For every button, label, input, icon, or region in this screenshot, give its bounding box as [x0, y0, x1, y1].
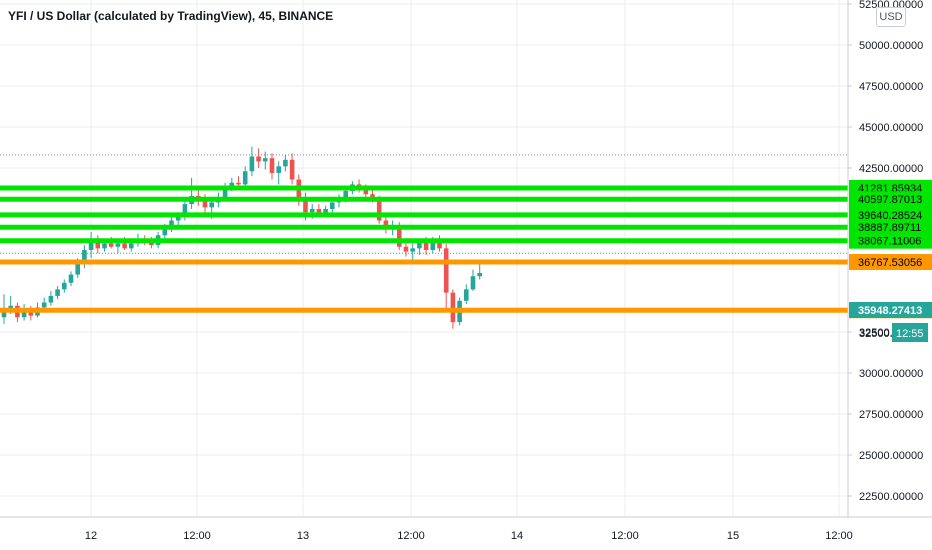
y-tick-label: 30000.00000	[859, 368, 923, 380]
countdown-price-label: 32500.	[859, 328, 893, 340]
candle-body	[343, 190, 348, 198]
candle-body	[323, 209, 328, 214]
candle-body	[229, 182, 235, 187]
level-label: 38887.89711	[858, 222, 921, 234]
level-label-bg-green	[849, 219, 932, 236]
y-tick-label: 27500.00000	[859, 409, 923, 421]
countdown-bg	[892, 323, 928, 342]
candle-body	[88, 240, 94, 250]
candle-body	[68, 274, 74, 283]
y-tick-label: 50000.00000	[859, 40, 923, 52]
x-tick-label: 15	[727, 530, 739, 542]
candle-body	[122, 243, 127, 249]
candle-body	[209, 202, 214, 208]
y-tick-label: 47500.00000	[859, 81, 923, 93]
candle-body	[8, 305, 13, 310]
candle-body	[249, 156, 255, 172]
candle-body	[256, 156, 261, 162]
candle-body	[55, 289, 60, 296]
candle-body	[269, 158, 275, 173]
last-price-label-bg	[849, 302, 932, 318]
candle-body	[149, 241, 154, 246]
x-tick-label: 12:00	[397, 530, 425, 542]
candle-body	[182, 204, 188, 216]
candle-body	[450, 292, 456, 323]
candle-body	[75, 261, 80, 275]
candle-body	[283, 159, 288, 167]
candle-body	[316, 209, 322, 214]
last-price-label: 35948.27413	[858, 305, 922, 317]
y-tick-label: 42500.00000	[859, 163, 923, 175]
y-tick-label: 22500.00000	[859, 491, 923, 503]
level-label-bg-green	[849, 191, 932, 208]
candle-body	[363, 189, 369, 195]
chart-title: YFI / US Dollar (calculated by TradingVi…	[8, 9, 334, 23]
candle-body	[403, 246, 409, 252]
candle-body	[236, 182, 241, 185]
x-tick-label: 12	[85, 530, 97, 542]
candle-body	[289, 159, 295, 180]
level-label: 39640.28524	[858, 210, 922, 222]
candle-body	[464, 289, 469, 301]
candle-body	[417, 241, 422, 249]
x-tick-label: 14	[511, 530, 523, 542]
countdown-label: 12:55	[896, 328, 924, 340]
candle-body	[303, 200, 308, 213]
candle-body	[108, 243, 114, 247]
candle-body	[222, 186, 228, 198]
candle-body	[263, 158, 268, 162]
candle-body	[115, 243, 121, 247]
level-label-bg-green	[849, 206, 932, 223]
candle-body	[437, 240, 442, 249]
candle-body	[21, 309, 27, 318]
candle-body	[430, 240, 436, 250]
y-tick-label: 52500.00000	[859, 0, 923, 11]
candle-body	[1, 309, 7, 318]
candle-body	[410, 248, 415, 252]
candle-body	[376, 199, 382, 221]
level-label-bg-green	[849, 232, 932, 249]
candle-body	[397, 227, 402, 247]
candle-body	[175, 215, 181, 221]
y-tick-label: 45000.00000	[859, 122, 923, 134]
x-tick-label: 12:00	[183, 530, 211, 542]
candle-body	[443, 248, 449, 293]
candle-body	[383, 220, 389, 229]
x-tick-label: 12:00	[611, 530, 639, 542]
candle-body	[477, 272, 482, 277]
x-tick-label: 13	[297, 530, 309, 542]
candle-body	[102, 243, 107, 249]
candle-body	[276, 166, 281, 173]
candle-body	[309, 209, 315, 213]
candle-body	[423, 241, 429, 250]
y-tick-label: 25000.00000	[859, 450, 923, 462]
candle-body	[330, 202, 335, 209]
candle-body	[470, 276, 476, 290]
level-label: 36767.53056	[858, 257, 922, 269]
candle-body	[41, 302, 47, 308]
candle-body	[129, 243, 134, 249]
candle-body	[62, 282, 67, 290]
candle-body	[48, 295, 54, 303]
candle-body	[95, 240, 101, 249]
level-label-bg-orange	[849, 254, 932, 271]
candle-body	[169, 220, 174, 228]
candle-body	[82, 250, 87, 262]
currency-button[interactable]: USD	[876, 7, 906, 27]
level-label: 40597.87013	[858, 194, 922, 206]
x-tick-label: 12:00	[825, 530, 853, 542]
candle-body	[242, 171, 248, 185]
level-label: 38067.11006	[858, 236, 921, 248]
candle-body	[162, 227, 168, 236]
candle-body	[202, 200, 208, 208]
